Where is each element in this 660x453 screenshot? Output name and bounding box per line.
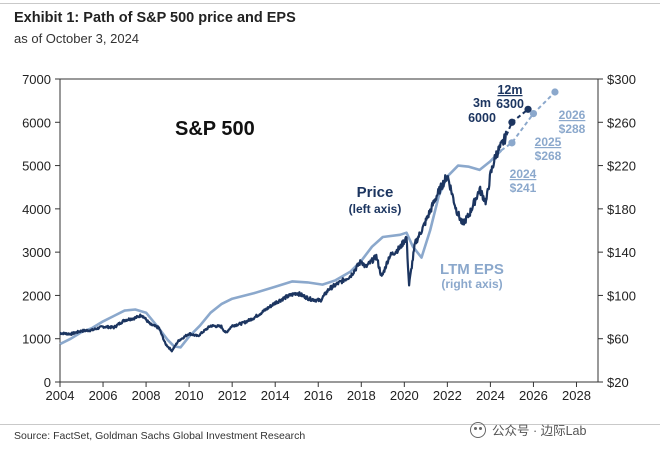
y2-tick-label: $60 bbox=[607, 332, 629, 347]
chart-axes: 2004 2006 2008 2010 2012 2014 2016 2018 2020 2022… bbox=[22, 72, 636, 403]
price-forecast-point bbox=[524, 105, 532, 113]
figure-subtitle: as of October 3, 2024 bbox=[14, 31, 140, 46]
x-tick-label: 2026 bbox=[519, 388, 548, 403]
x-tick-label: 2028 bbox=[562, 388, 591, 403]
eps-forecast-line bbox=[500, 91, 556, 152]
y2-tick-label: $100 bbox=[607, 288, 636, 303]
y2-tick-label: $20 bbox=[607, 375, 629, 390]
x-tick-label: 2024 bbox=[476, 388, 505, 403]
chart-title: S&P 500 bbox=[175, 118, 255, 140]
y-tick-label: 7000 bbox=[22, 72, 51, 87]
eps-series-sublabel: (right axis) bbox=[441, 277, 502, 291]
chart-plot-area bbox=[59, 88, 559, 353]
y-tick-label: 1000 bbox=[22, 332, 51, 347]
bottom-rule bbox=[0, 424, 660, 425]
x-tick-label: 2020 bbox=[390, 388, 419, 403]
y2-tick-label: $140 bbox=[607, 245, 636, 260]
watermark-text: 公众号 · 边际Lab bbox=[492, 424, 587, 438]
y-tick-label: 0 bbox=[44, 375, 51, 390]
top-rule bbox=[0, 3, 660, 4]
watermark: 公众号 · 边际Lab bbox=[470, 420, 586, 439]
eps-forecast-point bbox=[551, 88, 559, 96]
eps-forecast-value-label: $268 bbox=[535, 149, 562, 163]
eps-forecast-year-label: 2024 bbox=[510, 167, 537, 181]
eps-forecast-year-label: 2025 bbox=[535, 135, 562, 149]
price-series-sublabel: (left axis) bbox=[349, 202, 402, 216]
wechat-icon bbox=[470, 421, 486, 438]
source-note: Source: FactSet, Goldman Sachs Global In… bbox=[14, 430, 306, 442]
eps-series-line bbox=[59, 149, 503, 349]
sp500-chart: 2004 2006 2008 2010 2012 2014 2016 2018 2020 2022… bbox=[22, 72, 636, 403]
price-series-label: Price bbox=[357, 184, 394, 201]
forecast-3m-value: 6000 bbox=[468, 111, 496, 125]
y-tick-label: 5000 bbox=[22, 159, 51, 174]
x-tick-label: 2008 bbox=[132, 388, 161, 403]
x-tick-label: 2022 bbox=[433, 388, 462, 403]
x-tick-label: 2012 bbox=[218, 388, 247, 403]
y2-tick-label: $180 bbox=[607, 202, 636, 217]
forecast-12m-label: 12m bbox=[497, 83, 522, 97]
x-tick-label: 2010 bbox=[175, 388, 204, 403]
y-tick-label: 3000 bbox=[22, 245, 51, 260]
x-tick-label: 2018 bbox=[347, 388, 376, 403]
x-tick-label: 2004 bbox=[46, 388, 75, 403]
forecast-3m-label: 3m bbox=[473, 96, 491, 110]
y2-tick-label: $300 bbox=[607, 72, 636, 87]
figure-title: Exhibit 1: Path of S&P 500 price and EPS bbox=[14, 10, 296, 26]
y-tick-label: 6000 bbox=[22, 115, 51, 130]
y2-tick-label: $260 bbox=[607, 115, 636, 130]
eps-forecast-year-label: 2026 bbox=[559, 108, 586, 122]
eps-forecast-point bbox=[508, 139, 516, 147]
y2-tick-label: $220 bbox=[607, 159, 636, 174]
x-tick-label: 2016 bbox=[304, 388, 333, 403]
eps-forecast-value-label: $241 bbox=[510, 181, 537, 195]
x-tick-label: 2006 bbox=[89, 388, 118, 403]
y-tick-label: 4000 bbox=[22, 202, 51, 217]
x-tick-label: 2014 bbox=[261, 388, 290, 403]
y-tick-label: 2000 bbox=[22, 288, 51, 303]
chart-labels: S&P 500 Price(left axis) LTM EPS(right axi… bbox=[175, 83, 586, 291]
price-series-line bbox=[59, 130, 508, 353]
eps-series-label: LTM EPS bbox=[440, 261, 504, 278]
eps-forecast-point bbox=[529, 110, 538, 118]
forecast-12m-value: 6300 bbox=[496, 97, 524, 111]
plot-frame bbox=[59, 78, 599, 383]
eps-forecast-value-label: $288 bbox=[559, 122, 586, 136]
price-forecast-point bbox=[508, 118, 516, 126]
